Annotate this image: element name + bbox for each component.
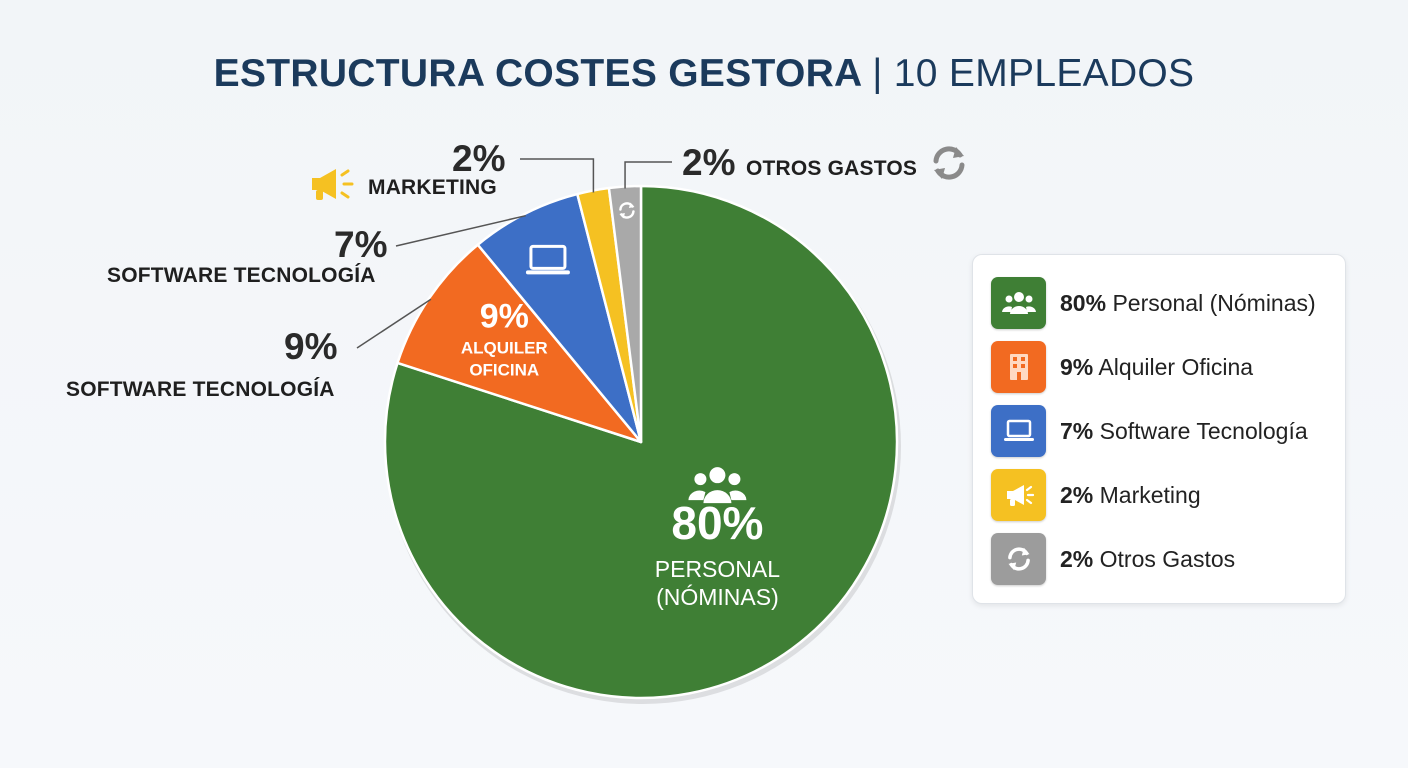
people-icon	[688, 467, 747, 504]
legend-marketing-label: Marketing	[1099, 481, 1201, 508]
refresh-icon	[928, 143, 970, 188]
leader-line-marketing	[520, 158, 595, 193]
refresh-icon	[619, 202, 635, 219]
legend-item-personal: 80% Personal (Nóminas)	[991, 277, 1316, 329]
chart-title-subtitle: 10 EMPLEADOS	[893, 52, 1195, 95]
slice-software	[476, 192, 643, 444]
legend-item-software: 7% Software Tecnología	[991, 405, 1308, 457]
legend-personal-label: Personal (Nóminas)	[1112, 289, 1316, 316]
chart-title-main: ESTRUCTURA COSTES GESTORA	[213, 52, 862, 95]
legend-personal-pct: 80%	[1060, 289, 1107, 316]
slice-alquiler-label-line1: ALQUILER	[461, 339, 548, 358]
laptop-icon	[991, 405, 1046, 457]
slice-alquiler	[396, 243, 643, 444]
legend-item-marketing: 2% Marketing	[991, 469, 1201, 521]
callout-alquiler-text: SOFTWARE TECNOLOGÍA	[66, 378, 335, 401]
legend-otros-label: Otros Gastos	[1099, 545, 1236, 572]
callout-software-label: SOFTWARE TECNOLOGÍA	[107, 264, 376, 288]
callout-software-pct: 7%	[334, 224, 388, 265]
laptop-icon	[525, 244, 570, 275]
callout-marketing-pct: 2%	[452, 138, 506, 179]
callout-alquiler-pct: 9%	[284, 326, 338, 367]
legend-alquiler-pct: 9%	[1060, 353, 1094, 380]
legend-item-alquiler: 9% Alquiler Oficina	[991, 341, 1253, 393]
legend-item-otros: 2% Otros Gastos	[991, 533, 1235, 585]
people-icon	[991, 277, 1046, 329]
legend-software-pct: 7%	[1060, 417, 1094, 444]
legend-alquiler-label: Alquiler Oficina	[1098, 353, 1254, 380]
slice-alquiler-label-line2: OFICINA	[469, 361, 539, 380]
legend-software-label: Software Tecnología	[1099, 417, 1308, 444]
megaphone-icon	[308, 166, 356, 207]
callout-software-text: SOFTWARE TECNOLOGÍA	[107, 264, 376, 287]
callout-otros-pct: 2%	[682, 142, 736, 183]
slice-personal	[383, 184, 899, 700]
leader-line-software	[395, 214, 526, 247]
megaphone-icon	[991, 469, 1046, 521]
callout-software: 7%	[334, 224, 387, 266]
leader-line-alquiler	[356, 298, 432, 349]
callout-marketing: 2%	[452, 138, 505, 180]
callout-alquiler: 9%	[284, 326, 394, 368]
slice-personal-pct: 80%	[671, 497, 763, 549]
callout-marketing-label: MARKETING	[368, 176, 497, 200]
legend-otros-pct: 2%	[1060, 545, 1094, 572]
slice-alquiler-pct: 9%	[480, 298, 529, 336]
chart-title: ESTRUCTURA COSTES GESTORA | 10 EMPLEADOS	[0, 52, 1408, 96]
building-icon	[991, 341, 1046, 393]
slice-personal-label-line1: PERSONAL	[655, 556, 780, 582]
callout-otros: 2% OTROS GASTOS	[682, 142, 917, 184]
callout-otros-text: OTROS GASTOS	[745, 157, 918, 180]
slice-personal-label-line2: (NÓMINAS)	[656, 584, 779, 610]
legend-marketing-pct: 2%	[1060, 481, 1094, 508]
refresh-icon	[991, 533, 1046, 585]
callout-marketing-text: MARKETING	[368, 176, 497, 199]
callout-alquiler-label: SOFTWARE TECNOLOGÍA	[66, 378, 335, 402]
leader-line-otros	[624, 161, 672, 189]
legend: 80% Personal (Nóminas) 9% Alquiler Ofici…	[972, 254, 1346, 604]
chart-title-separator: |	[872, 52, 883, 95]
